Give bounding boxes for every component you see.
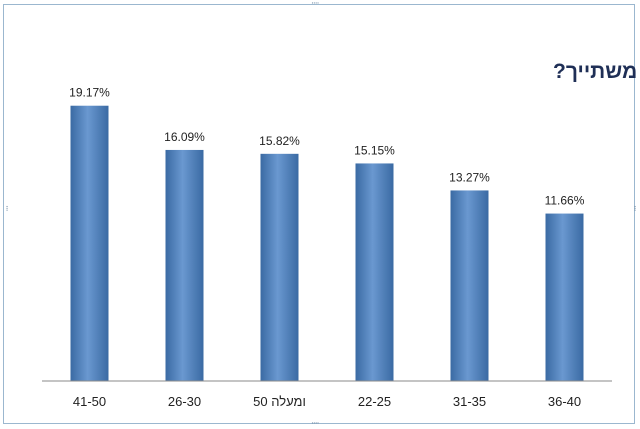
data-label-4: 15.15% [354, 143, 395, 157]
data-label-1: 19.17% [69, 86, 110, 100]
x-tick-label-4: 22-25 [358, 394, 391, 409]
bar-1 [70, 105, 109, 381]
x-tick-label-1: 41-50 [73, 394, 106, 409]
bar-6 [545, 213, 584, 381]
x-tick-label-5: 31-35 [453, 394, 486, 409]
resize-handle-left[interactable]: ··· [1, 205, 11, 211]
bar-3 [260, 153, 299, 381]
data-label-3: 15.82% [259, 134, 300, 148]
data-label-5: 13.27% [449, 170, 490, 184]
x-tick-label-6: 36-40 [548, 394, 581, 409]
resize-handle-right[interactable]: ··· [629, 205, 639, 211]
data-label-2: 16.09% [164, 130, 205, 144]
bar-4 [355, 163, 394, 381]
bar-2 [165, 149, 204, 381]
bar-5 [450, 190, 489, 381]
resize-handle-top[interactable]: ···· [311, 0, 320, 9]
data-label-6: 11.66% [545, 194, 585, 208]
resize-handle-bottom[interactable]: ···· [311, 419, 320, 429]
x-tick-label-3: 50 ומעלה [253, 394, 306, 409]
chart-title: לאיזו קבוצת גיל אתה משתייך? [553, 60, 640, 83]
x-tick-label-2: 26-30 [168, 394, 201, 409]
